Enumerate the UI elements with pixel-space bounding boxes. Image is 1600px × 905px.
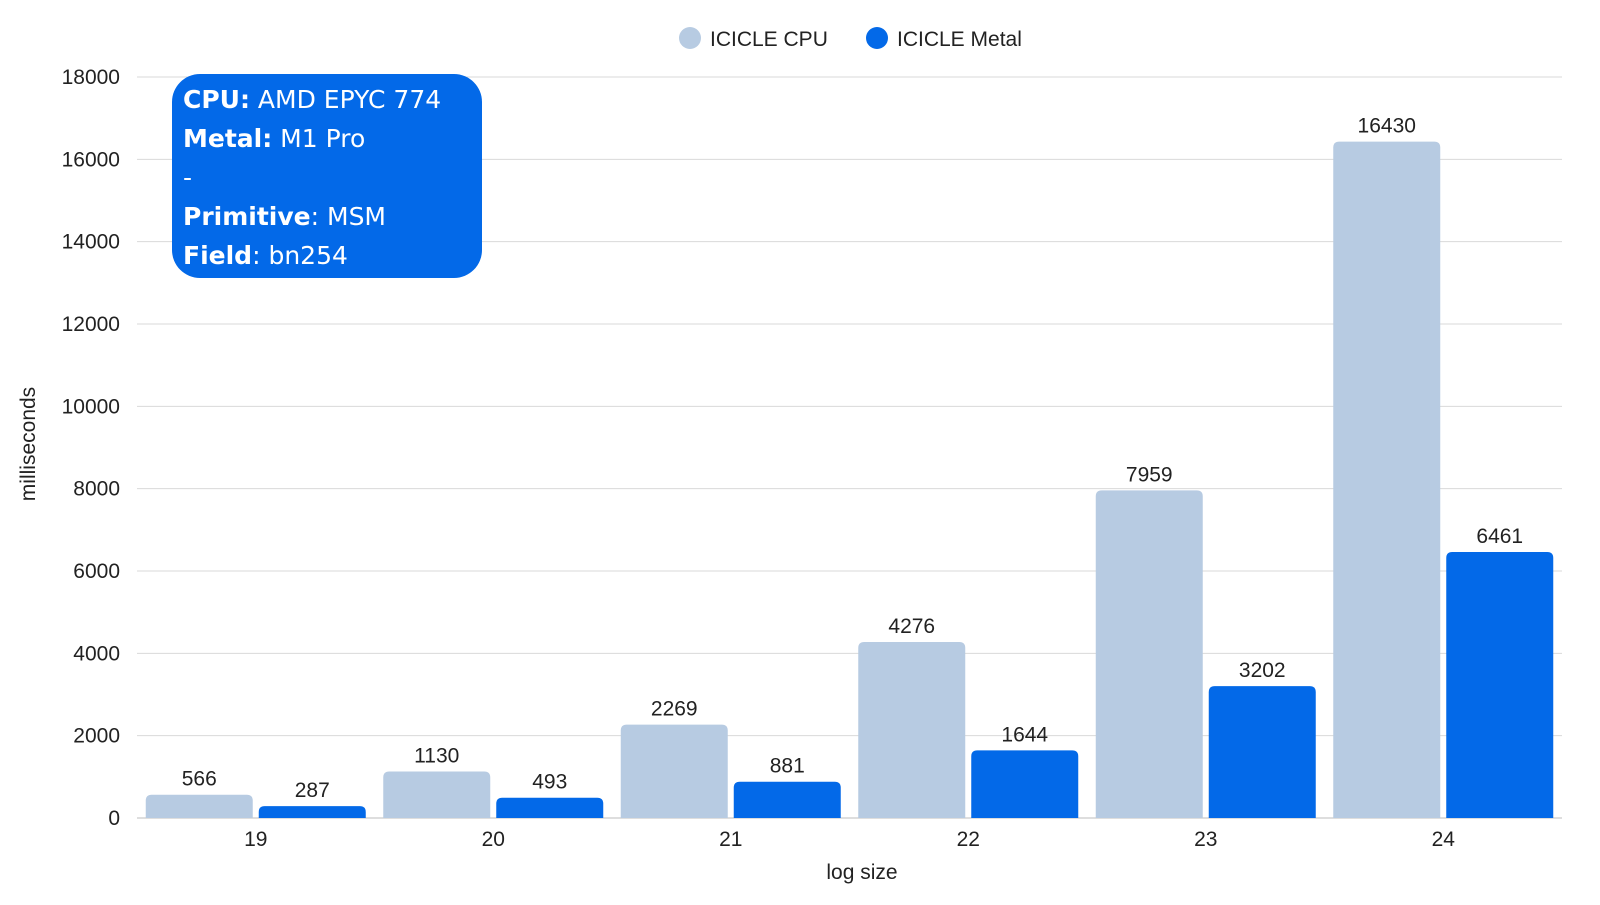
x-tick-label: 23 — [1194, 828, 1217, 851]
x-tick-label: 19 — [244, 828, 267, 851]
y-tick-label: 6000 — [73, 560, 120, 583]
info-box: CPU: AMD EPYC 774 Metal: M1 Pro - Primit… — [172, 74, 482, 278]
bar-icicle-cpu-23 — [1095, 490, 1203, 818]
data-label: 16430 — [1358, 115, 1416, 138]
info-metal-value: M1 Pro — [272, 124, 366, 153]
info-primitive-key: Primitive — [183, 202, 311, 231]
data-label: 7959 — [1126, 463, 1173, 486]
legend: ICICLE CPU ICICLE Metal — [679, 27, 1022, 51]
y-tick-label: 12000 — [62, 313, 120, 336]
x-tick-label: 21 — [719, 828, 742, 851]
data-label: 566 — [182, 768, 217, 791]
bar-icicle-cpu-20 — [383, 771, 491, 818]
y-tick-label: 14000 — [62, 231, 120, 254]
gridlines — [137, 76, 1562, 819]
bar-icicle-cpu-24 — [1333, 141, 1441, 819]
y-axis-label: milliseconds — [17, 387, 40, 501]
x-tick-label: 22 — [957, 828, 980, 851]
y-tick-labels: 0 2000 4000 6000 8000 10000 12000 14000 16000 180… — [62, 66, 120, 830]
bar-icicle-cpu-19 — [145, 794, 253, 818]
x-tick-labels: 19 20 21 22 23 24 — [244, 828, 1455, 851]
bar-icicle-metal-20 — [496, 797, 604, 818]
bar-icicle-metal-22 — [971, 750, 1079, 818]
y-tick-label: 8000 — [73, 478, 120, 501]
info-primitive-value: : MSM — [310, 202, 387, 231]
info-cpu-value: AMD EPYC 774 — [249, 85, 442, 114]
data-label: 1644 — [1001, 723, 1048, 746]
data-label: 881 — [770, 755, 805, 778]
y-tick-label: 2000 — [73, 725, 120, 748]
bar-icicle-metal-19 — [258, 806, 366, 818]
bar-icicle-metal-23 — [1208, 686, 1316, 818]
info-field-value: : bn254 — [252, 241, 348, 270]
data-label: 1130 — [414, 744, 459, 767]
info-separator: - — [183, 163, 193, 192]
bar-icicle-cpu-21 — [620, 724, 728, 818]
data-label: 493 — [532, 771, 567, 794]
bar-icicle-metal-24 — [1446, 552, 1554, 818]
legend-marker — [866, 27, 888, 49]
y-tick-label: 10000 — [62, 395, 120, 418]
data-label: 287 — [295, 779, 330, 802]
data-labels: 566 287 1130 493 2269 881 4276 1644 7959 3202 1643… — [182, 115, 1523, 803]
legend-marker — [679, 27, 701, 49]
y-tick-label: 0 — [108, 807, 120, 830]
data-label: 2269 — [651, 698, 698, 721]
data-label: 6461 — [1476, 525, 1523, 548]
x-tick-label: 24 — [1432, 828, 1456, 851]
legend-label: ICICLE Metal — [897, 28, 1022, 51]
info-primitive-row: Primitive: MSM — [183, 197, 482, 236]
y-tick-label: 16000 — [62, 148, 120, 171]
legend-item-icicle-metal: ICICLE Metal — [866, 27, 1022, 51]
bars — [145, 141, 1554, 819]
info-cpu-row: CPU: AMD EPYC 774 — [183, 80, 482, 119]
info-metal-row: Metal: M1 Pro — [183, 119, 482, 158]
data-label: 4276 — [888, 615, 935, 638]
y-tick-label: 4000 — [73, 642, 120, 665]
info-metal-key: Metal: — [183, 124, 273, 153]
x-axis-label: log size — [826, 861, 897, 884]
info-field-row: Field: bn254 — [183, 236, 482, 275]
y-tick-label: 18000 — [62, 66, 120, 89]
legend-label: ICICLE CPU — [710, 28, 828, 51]
bar-icicle-cpu-22 — [858, 641, 966, 818]
x-tick-label: 20 — [482, 828, 505, 851]
bar-icicle-metal-21 — [733, 781, 841, 818]
legend-item-icicle-cpu: ICICLE CPU — [679, 27, 828, 51]
data-label: 3202 — [1239, 659, 1286, 682]
info-field-key: Field — [183, 241, 253, 270]
info-cpu-key: CPU: — [183, 85, 250, 114]
